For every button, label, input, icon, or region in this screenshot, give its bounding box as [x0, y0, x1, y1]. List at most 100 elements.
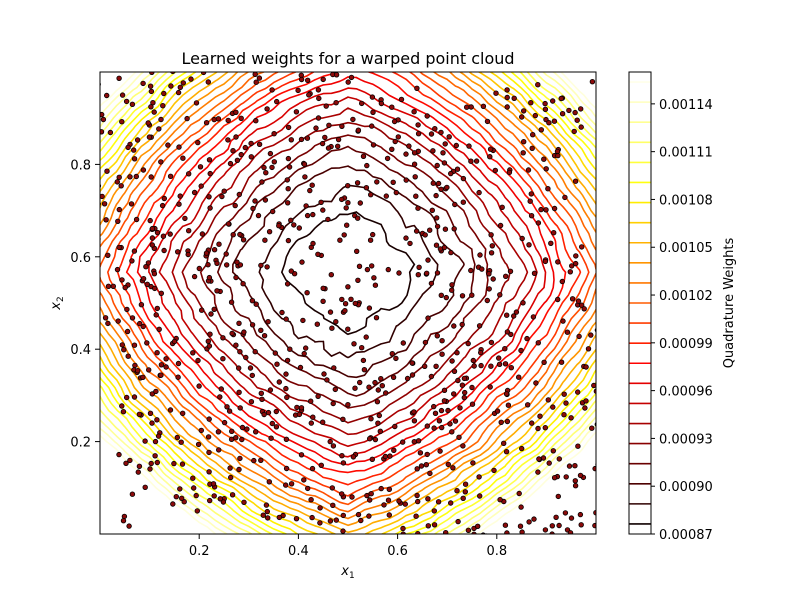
scatter-point [578, 522, 584, 528]
scatter-point [191, 273, 198, 280]
scatter-point [355, 511, 362, 518]
scatter-point [578, 106, 584, 112]
scatter-point [400, 439, 406, 445]
scatter-point [341, 232, 347, 238]
scatter-point [249, 372, 255, 379]
scatter-point [228, 299, 235, 305]
scatter-point [449, 358, 455, 364]
scatter-point [357, 379, 363, 386]
scatter-point [455, 377, 461, 384]
scatter-point [452, 201, 458, 208]
colorbar-tick-label: 0.00096 [659, 385, 713, 400]
scatter-point [313, 125, 319, 131]
scatter-point [276, 514, 282, 521]
scatter-point [528, 99, 534, 106]
colorbar: 0.00087 0.00090 0.00093 0.00096 0.00099 0.001… [628, 71, 737, 543]
colorbar-frame [628, 71, 652, 535]
scatter-point [252, 72, 258, 77]
scatter-point [541, 156, 547, 162]
scatter-point [430, 180, 436, 186]
scatter-point [221, 419, 228, 426]
scatter-point [205, 79, 211, 85]
scatter-point [320, 285, 326, 291]
scatter-point [153, 312, 159, 318]
scatter-point [386, 512, 392, 518]
scatter-point [158, 116, 164, 123]
scatter-point [431, 403, 437, 410]
scatter-point [155, 433, 162, 439]
scatter-point [370, 142, 377, 148]
scatter-point [238, 151, 244, 158]
scatter-point [350, 116, 356, 123]
scatter-point [329, 325, 335, 331]
scatter-point [304, 290, 310, 296]
scatter-point [115, 218, 121, 224]
scatter-point [492, 167, 498, 174]
scatter-point [545, 185, 551, 192]
scatter-point [460, 443, 466, 449]
scatter-point [325, 145, 332, 151]
scatter-point [348, 74, 355, 81]
scatter-point [265, 319, 271, 325]
scatter-point [551, 205, 558, 212]
scatter-point [151, 285, 158, 292]
scatter-point [193, 100, 200, 106]
scatter-point [541, 359, 547, 365]
scatter-point [437, 246, 444, 252]
scatter-point [527, 198, 533, 204]
scatter-point [215, 447, 222, 453]
scatter-point [428, 280, 435, 287]
scatter-point [264, 508, 270, 515]
scatter-point [263, 502, 270, 508]
scatter-point [546, 119, 552, 126]
scatter-point [414, 85, 420, 91]
scatter-point [506, 169, 513, 176]
scatter-point [396, 270, 402, 276]
scatter-point [370, 109, 376, 115]
scatter-point [100, 111, 105, 118]
scatter-point [140, 167, 147, 173]
scatter-point [298, 452, 305, 458]
scatter-point [270, 208, 276, 215]
scatter-point [368, 491, 374, 497]
scatter-point [176, 144, 182, 150]
scatter-point [322, 134, 328, 141]
scatter-point [478, 349, 484, 356]
scatter-point [317, 520, 323, 526]
scatter-point [230, 231, 236, 238]
scatter-point [423, 462, 429, 468]
scatter-point [358, 517, 364, 524]
scatter-point [461, 375, 468, 382]
scatter-point [391, 447, 397, 453]
scatter-point [345, 326, 351, 332]
scatter-point [198, 183, 204, 189]
scatter-point [314, 321, 320, 327]
scatter-point [288, 137, 294, 143]
scatter-point [298, 76, 305, 83]
scatter-point [215, 116, 222, 122]
scatter-point [149, 391, 155, 397]
scatter-point [444, 184, 450, 191]
scatter-point [269, 87, 275, 93]
scatter-point [429, 207, 435, 213]
scatter-point [476, 189, 482, 196]
scatter-point [503, 449, 510, 455]
scatter-point [441, 160, 448, 166]
scatter-point [258, 262, 264, 269]
scatter-point [448, 249, 454, 256]
scatter-point [551, 229, 557, 236]
scatter-point [237, 455, 243, 462]
scatter-point [519, 445, 525, 452]
x-tick-label: 0.6 [387, 544, 408, 559]
scatter-point [445, 407, 451, 414]
scatter-point [568, 415, 574, 421]
scatter-point [339, 196, 345, 203]
scatter-point [562, 510, 569, 516]
scatter-point [538, 127, 544, 133]
scatter-point [219, 193, 225, 200]
scatter-point [223, 262, 230, 268]
scatter-point [446, 134, 452, 140]
colorbar-tick-label: 0.00090 [659, 480, 713, 495]
scatter-point [149, 420, 155, 426]
scatter-point [434, 223, 441, 230]
